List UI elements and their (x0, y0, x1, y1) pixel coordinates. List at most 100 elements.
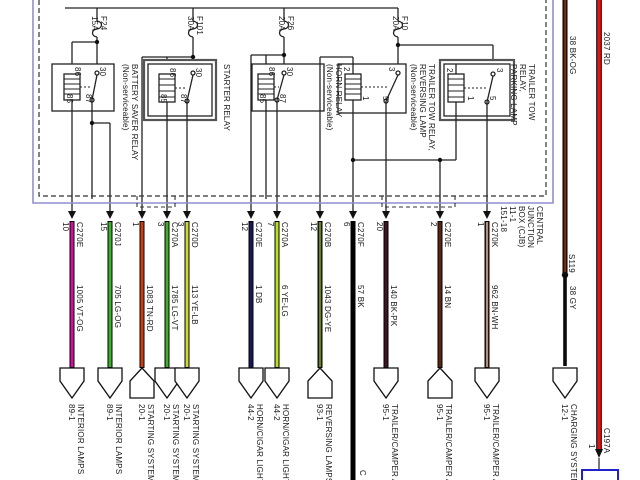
dest-label: STARTING SYSTEM 20-1 (162, 404, 180, 480)
dest-label: TRAILER/CAMPER ADAPTER 95-1 (435, 404, 453, 480)
relay-b-pin-30: 30 (194, 68, 203, 78)
relay-battery-saver-label: BATTERY SAVER RELAY (Non-serviceable) (121, 64, 139, 161)
wire-bk-ground (350, 221, 356, 480)
relay-trailer-tow-parking (438, 58, 516, 212)
circuit-label: 140 BK-PK (389, 285, 398, 327)
relay-e-pin-1: 1 (466, 96, 475, 101)
c197a-label: C197A (602, 428, 611, 454)
circuit-label: 1043 DG-YE (323, 285, 332, 333)
circuit-label: 57 BK (356, 285, 365, 308)
relay-a-pin-87: 87 (84, 94, 93, 104)
pin-label: 15 (99, 222, 108, 232)
dest-label: INTERIOR LAMPS 89-1 (67, 404, 85, 475)
pin-label: 7 (266, 222, 275, 227)
junction-box-border (32, 0, 554, 208)
pin-label: 6 (342, 222, 351, 227)
partial-connector-label: C (358, 470, 367, 476)
wire-db (248, 221, 254, 368)
relay-b-pin-86: 86 (168, 68, 177, 78)
bus-circuit-label: 2 (80, 0, 89, 1)
relay-e-pin-5: 5 (488, 96, 497, 101)
dest-label: HORN/CIGAR LIGHTER 44-2 (272, 404, 290, 480)
dest-label: REVERSING LAMPS 93-1 (315, 404, 333, 480)
relay-trailer-tow-parking-label: TRAILER TOW RELAY, PARKING LAMP (509, 64, 536, 126)
pin-label: 1 (476, 222, 485, 227)
wire-vt-og (69, 221, 75, 368)
c197a-connector-box (581, 469, 619, 480)
dest-label: HORN/CIGAR LIGHTER 44-2 (246, 404, 264, 480)
relay-c-pin-85: 85 (258, 94, 267, 104)
relay-a-pin-30: 30 (98, 67, 107, 77)
wire-rd (596, 0, 602, 452)
dest-label: TRAILER/CAMPER ADAPTER 95-1 (381, 404, 399, 480)
offpage-connectors (59, 367, 578, 400)
pin-label: 12 (240, 222, 249, 232)
wire-gy (563, 275, 567, 366)
c197a-pin-label: 1 (587, 444, 596, 449)
relay-starter-label: STARTER RELAY (222, 64, 231, 132)
relay-c-pin-87: 87 (278, 94, 287, 104)
connector-name: C270K (490, 222, 499, 248)
dest-label-charging: CHARGING SYSTEM 12-1 (560, 404, 578, 480)
pin-label: 3 (156, 222, 165, 227)
connector-name: C270E (443, 222, 452, 248)
fuse-f10-label: F10 20A (391, 16, 409, 31)
c197a-arrow (595, 449, 603, 458)
relay-horn-label: HORN RELAY (Non-serviceable) (325, 64, 343, 131)
relay-c-pin-86: 86 (267, 67, 276, 77)
wire-bk-og (562, 0, 568, 275)
circuit-label: 113 YE-LB (190, 285, 199, 325)
connector-arrows (68, 211, 491, 219)
right-wires (561, 0, 619, 480)
wire-ye-lg (274, 221, 280, 368)
wire-label-rd: 2037 RD (602, 32, 611, 65)
wire-label-bk-og: 38 BK-OG (568, 36, 577, 75)
dest-label: INTERIOR LAMPS 89-1 (105, 404, 123, 475)
circuit-label: 705 LG-OG (113, 285, 122, 329)
relay-b-pin-87: 87 (179, 94, 188, 104)
fuse-f26-label: F26 20A (277, 16, 295, 31)
splice-s119-label: S119 (567, 254, 576, 273)
junction-box-label: CENTRAL JUNCTION BOX (CJB) 11-1 151-18 (499, 206, 544, 249)
relay-trailer-tow-reversing-label: TRAILER TOW RELAY, REVERSING LAMP (Non-ser… (409, 64, 436, 152)
connector-name: C270A (170, 222, 179, 248)
relay-e-pin-2: 2 (445, 68, 454, 73)
fuse-f101-label: F101 30A (186, 16, 204, 36)
connector-name: C270F (356, 222, 365, 248)
relay-d-pin-5: 5 (381, 96, 390, 101)
relay-battery-saver (51, 63, 115, 212)
relay-b-pin-85: 85 (159, 94, 168, 104)
wire-lg-og (107, 221, 113, 368)
circuit-label: 1 DB (254, 285, 263, 304)
relay-a-pin-85: 85 (65, 94, 74, 104)
relay-trailer-tow-reversing (319, 56, 456, 212)
connector-name: C270A (280, 222, 289, 248)
connector-name: C270B (323, 222, 332, 248)
connector-name: C270E (254, 222, 263, 248)
circuit-label: 1005 VT-OG (75, 285, 84, 332)
pin-label: 12 (309, 222, 318, 232)
pin-label: 2 (429, 222, 438, 227)
relay-horn (251, 63, 325, 212)
pin-label: 1 (131, 222, 140, 227)
wire-label-gy: 38 GY (568, 286, 577, 310)
wire-bn-wh (484, 221, 490, 368)
wire-dg-ye (317, 221, 323, 368)
relay-d-pin-3: 3 (387, 67, 396, 72)
dest-label: STARTING SYSTEM 20-1 (137, 404, 155, 480)
relay-a-pin-86: 86 (73, 67, 82, 77)
relay-e-pin-3: 3 (495, 68, 504, 73)
relay-d-pin-1: 1 (361, 96, 370, 101)
dest-label: STARTING SYSTEM 20-1 (182, 404, 200, 480)
wire-tn-rd (139, 221, 145, 368)
wire-ye-lb (184, 221, 190, 368)
relay-c-pin-30: 30 (285, 67, 294, 77)
connector-name: C270J (113, 222, 122, 247)
connector-name: C270E (75, 222, 84, 248)
relay-starter (142, 58, 218, 212)
wire-lg-vt (164, 221, 170, 368)
wire-bn (437, 221, 443, 368)
fuse-f24-label: F24 15A (90, 16, 108, 31)
